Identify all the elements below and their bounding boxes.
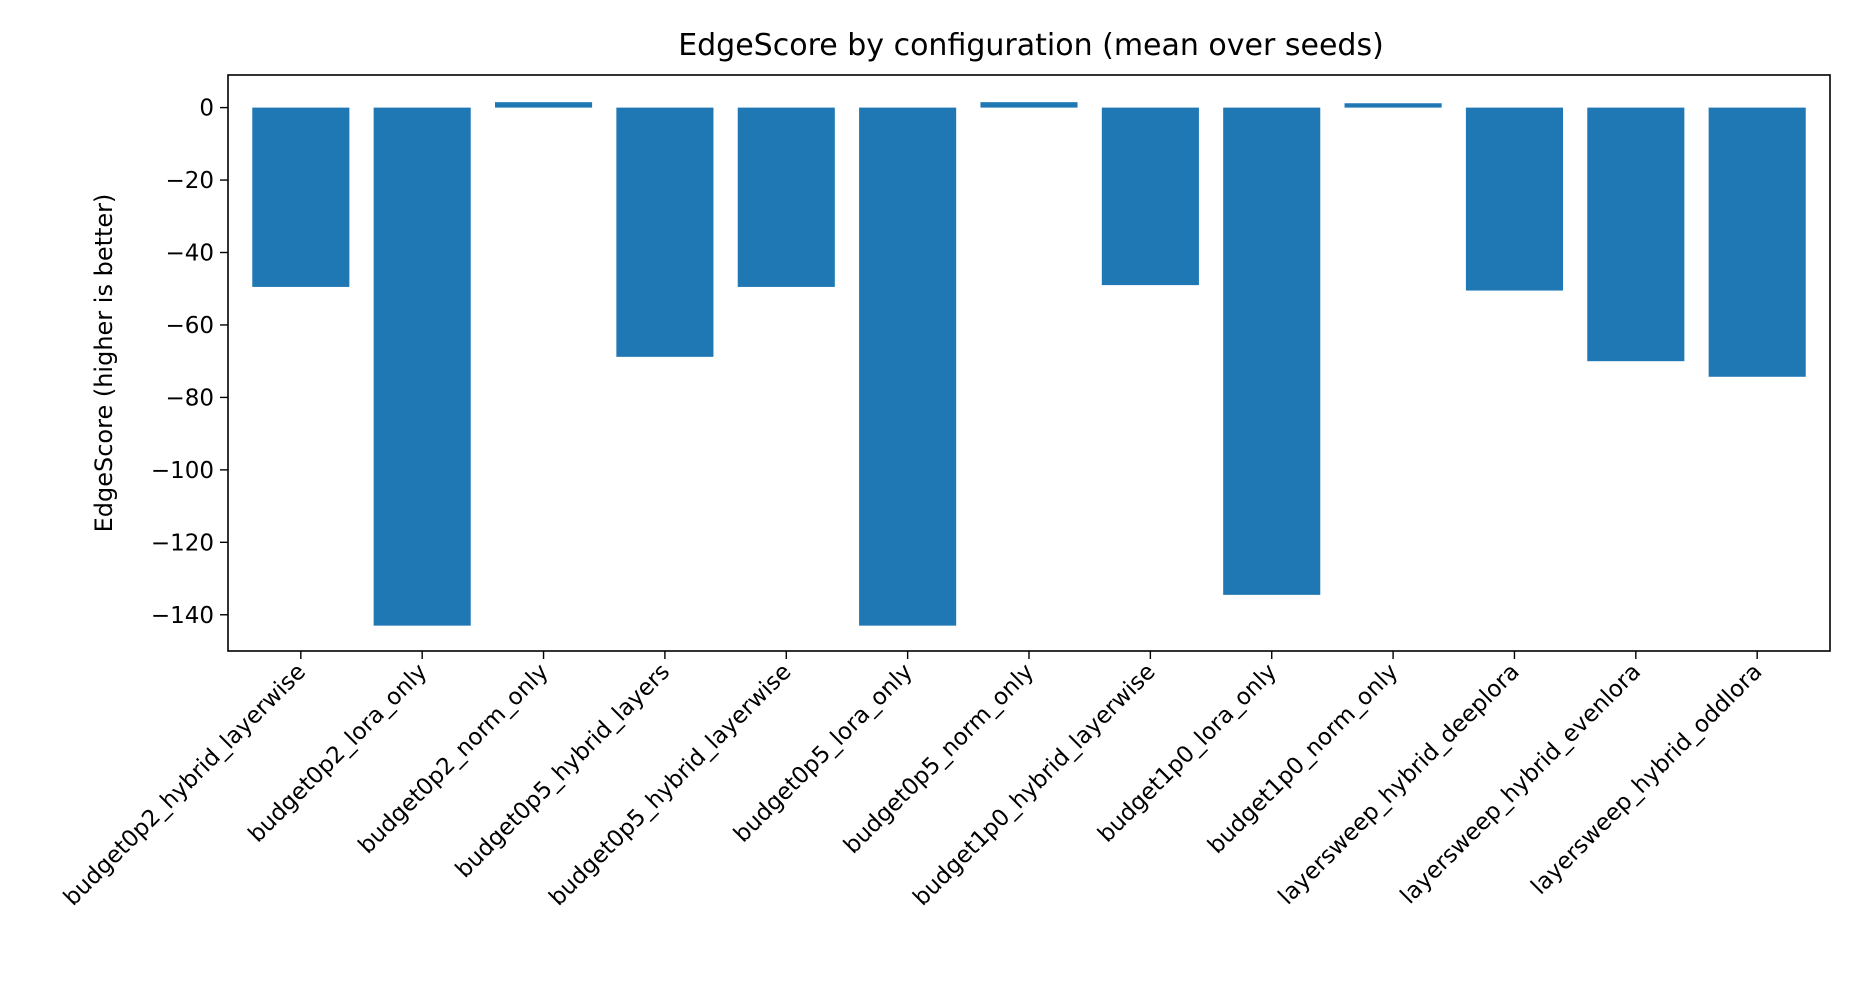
chart-title: EdgeScore by configuration (mean over se…: [678, 28, 1384, 63]
bar-budget0p5_hybrid_layers: [616, 107, 714, 357]
x-tick-label: budget0p5_hybrid_layers: [451, 659, 675, 883]
bar-budget1p0_lora_only: [1223, 107, 1321, 595]
y-tick-label: −120: [151, 530, 214, 556]
bar-budget0p2_lora_only: [373, 107, 471, 626]
bar-budget1p0_hybrid_layerwise: [1101, 107, 1199, 286]
x-tick-label: layersweep_hybrid_deeplora: [1274, 659, 1525, 910]
x-tick-label: budget0p2_hybrid_layerwise: [59, 659, 311, 911]
bar-layersweep_hybrid_oddlora: [1708, 107, 1806, 377]
bar-budget0p2_norm_only: [495, 102, 593, 108]
bars-group: [252, 102, 1806, 626]
y-tick-label: 0: [199, 96, 214, 122]
y-tick-label: −60: [165, 313, 214, 339]
bar-layersweep_hybrid_evenlora: [1587, 107, 1685, 362]
x-tick-label: budget0p5_hybrid_layerwise: [544, 659, 796, 911]
x-axis-ticks: budget0p2_hybrid_layerwisebudget0p2_lora…: [59, 651, 1767, 911]
y-tick-label: −80: [165, 385, 214, 411]
y-axis-ticks: 0 −20 −40 −60 −80 −100 −120 −140: [151, 96, 228, 629]
bar-budget0p5_lora_only: [859, 107, 957, 626]
y-tick-label: −100: [151, 458, 214, 484]
y-tick-label: −20: [165, 168, 214, 194]
bar-layersweep_hybrid_deeplora: [1465, 107, 1563, 291]
y-axis-label: EdgeScore (higher is better): [90, 194, 118, 533]
bar-budget1p0_norm_only: [1344, 103, 1442, 108]
y-tick-label: −40: [165, 241, 214, 267]
x-tick-label: layersweep_hybrid_oddlora: [1526, 659, 1767, 900]
x-tick-label: layersweep_hybrid_evenlora: [1396, 659, 1646, 909]
bar-budget0p5_norm_only: [980, 102, 1078, 108]
bar-budget0p5_hybrid_layerwise: [737, 107, 835, 287]
y-tick-label: −140: [151, 603, 214, 629]
bar-budget0p2_hybrid_layerwise: [252, 107, 350, 287]
x-tick-label: budget1p0_hybrid_layerwise: [908, 659, 1160, 911]
